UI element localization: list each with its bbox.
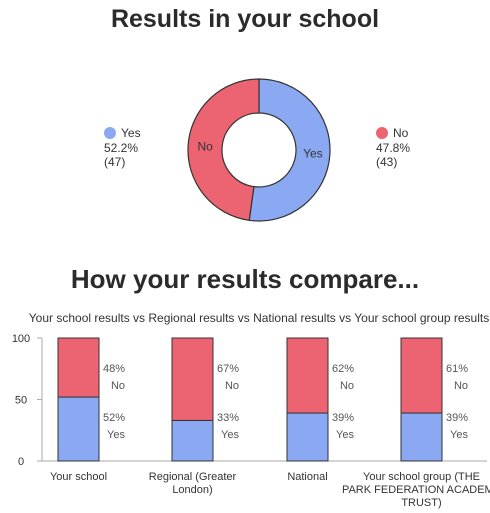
data-label-no-name: No [454,380,468,392]
bar-yes [57,396,100,462]
legend-yes: Yes 52.2% (47) [104,126,141,169]
legend-yes-count: (47) [104,155,126,169]
data-label-no-name: No [225,380,239,392]
bar-yes [286,412,329,462]
y-tick-label: 100 [12,333,30,345]
data-label-no: 61% [446,363,468,375]
donut-title: Results in your school [110,5,380,33]
bar-no [57,337,100,398]
data-label-yes: 39% [446,412,468,424]
bar-no [171,337,214,421]
compare-title: How your results compare... [70,264,420,294]
data-label-no-name: No [340,380,354,392]
legend-yes-percent: 52.2% [104,141,139,155]
data-label-no: 48% [103,363,125,375]
data-label-yes: 39% [332,412,354,424]
donut-slice-yes [248,78,331,222]
x-category-label: Regional (Greater London) [149,471,237,496]
donut-chart: Yes No [187,78,331,222]
x-category-label: National [287,471,327,483]
data-label-no: 67% [217,363,239,375]
legend-no-label: No [393,126,409,140]
legend-no-swatch [376,127,388,139]
x-category-label: Your school group (THE PARK FEDERATION AC… [342,471,490,509]
comparison-chart-subtitle: Your school results vs Regional results … [29,311,489,325]
legend-yes-swatch [104,127,116,139]
y-tick-label: 50 [15,395,27,407]
data-label-yes-name: Yes [450,429,468,441]
data-label-no-name: No [111,380,125,392]
donut-label-yes: Yes [303,147,323,161]
legend-yes-label: Yes [121,126,141,140]
legend-no: No 47.8% (43) [376,126,410,169]
bar-no [286,337,329,414]
data-label-no: 62% [332,363,354,375]
donut-slice-no [187,78,260,222]
data-label-yes-name: Yes [336,429,354,441]
donut-label-no: No [197,139,213,153]
data-label-yes: 33% [217,412,239,424]
legend-no-count: (43) [376,155,398,169]
data-label-yes-name: Yes [107,429,125,441]
y-tick-label: 0 [18,456,24,468]
bar-yes [171,419,214,462]
x-category-label: Your school [50,471,107,483]
data-label-yes: 52% [103,412,125,424]
legend-no-percent: 47.8% [376,141,411,155]
data-label-yes-name: Yes [221,429,239,441]
bar-no [400,337,443,414]
bar-yes [400,412,443,462]
